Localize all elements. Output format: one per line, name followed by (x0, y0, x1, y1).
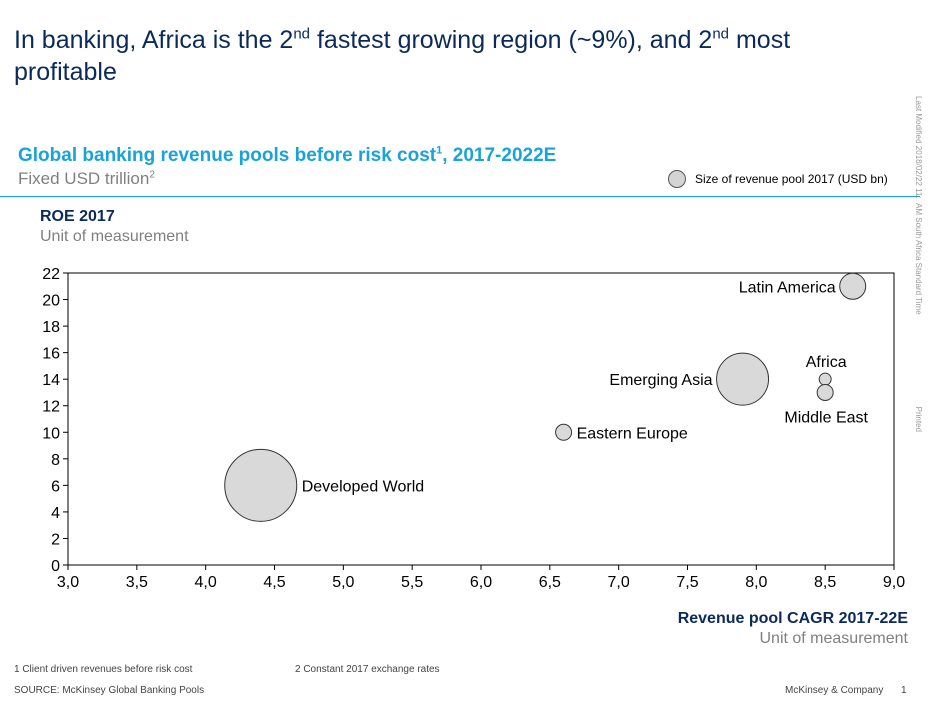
bubble-label: Emerging Asia (609, 372, 712, 389)
bubble-label: Middle East (784, 409, 868, 426)
y-tick-label: 22 (42, 266, 60, 283)
x-tick-label: 5,5 (401, 574, 423, 591)
slide-title: In banking, Africa is the 2nd fastest gr… (14, 25, 791, 86)
y-axis-unit: Unit of measurement (40, 228, 189, 245)
x-tick-label: 7,5 (676, 574, 698, 591)
bubble-label: Africa (806, 354, 847, 371)
bubble (839, 272, 867, 300)
x-tick-label: 6,0 (470, 574, 492, 591)
x-tick-label: 3,0 (57, 574, 79, 591)
plot-frame (67, 272, 895, 566)
bubble (816, 383, 834, 401)
bubble (716, 352, 770, 406)
y-tick-label: 20 (42, 293, 60, 310)
y-tick-label: 14 (42, 372, 60, 389)
y-tick-label: 4 (51, 505, 60, 522)
x-tick-label: 3,5 (126, 574, 148, 591)
bubble-label: Eastern Europe (577, 425, 688, 442)
y-tick-label: 16 (42, 346, 60, 363)
chart-legend: Size of revenue pool 2017 (USD bn) (668, 170, 888, 188)
x-tick-label: 9,0 (883, 574, 905, 591)
y-tick-label: 12 (42, 399, 60, 416)
y-tick-label: 2 (51, 531, 60, 548)
bubble (224, 448, 298, 522)
y-tick-label: 18 (42, 319, 60, 336)
bubble (818, 372, 832, 386)
legend-label: Size of revenue pool 2017 (USD bn) (695, 172, 888, 186)
y-axis-title: ROE 2017 (40, 208, 115, 225)
x-tick-label: 4,0 (195, 574, 217, 591)
bubble (555, 423, 573, 441)
y-tick-label: 8 (51, 452, 60, 469)
source-note: SOURCE: McKinsey Global Banking Pools (14, 685, 205, 696)
legend-bubble-icon (668, 170, 686, 188)
chart-subtitle: Fixed USD trillion2 (18, 169, 155, 188)
page-number: 1 (901, 685, 907, 696)
x-tick-label: 8,5 (814, 574, 836, 591)
x-axis-title: Revenue pool CAGR 2017-22E (677, 610, 908, 627)
chart-title: Global banking revenue pools before risk… (18, 144, 557, 166)
x-tick-label: 6,5 (539, 574, 561, 591)
y-tick-label: 0 (51, 558, 60, 575)
y-tick-label: 6 (51, 478, 60, 495)
x-tick-label: 8,0 (745, 574, 767, 591)
header-divider (0, 196, 920, 197)
x-axis-unit: Unit of measurement (759, 630, 908, 647)
y-tick-label: 10 (42, 425, 60, 442)
bubble-label: Developed World (302, 478, 424, 495)
x-tick-label: 5,0 (332, 574, 354, 591)
footnote-2: 2 Constant 2017 exchange rates (295, 664, 440, 675)
brand-name: McKinsey & Company (785, 685, 884, 696)
bubble-label: Latin America (739, 279, 836, 296)
x-tick-label: 4,5 (263, 574, 285, 591)
footnote-1: 1 Client driven revenues before risk cos… (14, 664, 193, 675)
x-tick-label: 7,0 (608, 574, 630, 591)
